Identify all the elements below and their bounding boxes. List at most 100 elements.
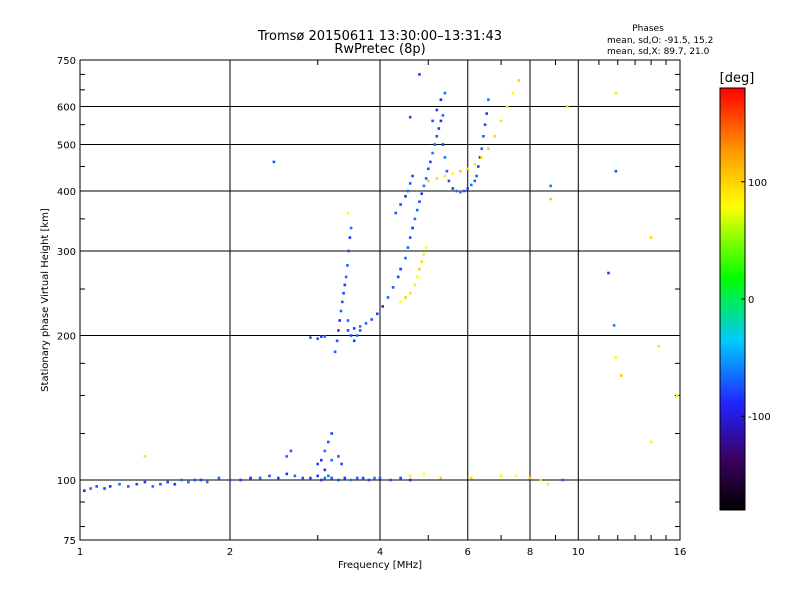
data-point (480, 156, 483, 159)
data-point (451, 172, 455, 175)
data-point (399, 300, 402, 304)
data-point (427, 167, 430, 171)
data-point (418, 73, 421, 76)
data-point (649, 440, 653, 444)
data-point (389, 478, 392, 482)
data-point (316, 474, 319, 478)
data-point (309, 336, 312, 339)
data-point (459, 169, 462, 173)
data-point (499, 474, 503, 478)
y-tick-label: 500 (57, 141, 76, 152)
data-point (352, 327, 356, 330)
data-point (367, 478, 371, 482)
data-point (199, 478, 203, 482)
data-point (320, 458, 323, 462)
colorbar-label: [deg] (720, 71, 755, 86)
data-point (408, 115, 412, 119)
data-point (549, 184, 552, 188)
data-point (435, 177, 439, 180)
x-tick-label: 16 (674, 547, 687, 558)
data-point (370, 318, 373, 321)
y-axis-label: Stationary phase Virtual Height [km] (40, 208, 51, 392)
data-point (433, 143, 436, 146)
data-point (349, 226, 353, 230)
x-tick-label: 2 (227, 547, 233, 558)
data-point (443, 91, 447, 95)
data-point (427, 179, 430, 183)
grid-layer (80, 60, 680, 540)
data-point (411, 226, 414, 230)
data-point (187, 480, 190, 484)
data-point (415, 208, 419, 212)
data-point (466, 167, 469, 171)
colorbar-tick-label: 0 (748, 295, 754, 306)
data-point (335, 339, 339, 343)
data-point (358, 325, 362, 328)
data-point (435, 108, 439, 112)
data-point (565, 105, 569, 108)
data-point (355, 476, 359, 480)
data-point (408, 478, 412, 482)
data-point (620, 374, 623, 377)
data-point (487, 98, 490, 101)
data-point (470, 183, 473, 187)
phase-stats-x: mean, sd,X: 89.7, 21.0 (607, 47, 710, 57)
data-point (614, 356, 618, 359)
data-point (320, 478, 323, 482)
data-point (316, 462, 319, 466)
data-point (173, 482, 177, 486)
data-point (549, 197, 552, 201)
x-tick-labels: 1 2 4 6 8 10 16 (77, 547, 687, 558)
data-point (301, 476, 305, 480)
y-tick-label: 200 (57, 332, 76, 343)
data-point (349, 478, 353, 482)
data-point (343, 283, 347, 287)
data-point (406, 246, 410, 249)
data-point (89, 487, 92, 490)
data-point (441, 143, 445, 146)
data-point (649, 236, 653, 239)
data-point (441, 114, 445, 117)
data-point (422, 253, 426, 256)
data-point (239, 478, 242, 482)
data-point (272, 160, 276, 164)
data-point (348, 236, 352, 239)
data-point (340, 462, 343, 466)
data-point (408, 291, 412, 295)
data-point (459, 190, 462, 194)
data-point (327, 474, 330, 478)
data-point (657, 344, 660, 348)
y-tick-label: 400 (57, 187, 76, 198)
data-point (451, 187, 455, 190)
data-point (166, 480, 169, 484)
y-tick-labels: 75 100 200 300 400 500 600 750 (57, 56, 76, 547)
data-point (561, 478, 564, 482)
data-point (424, 177, 428, 180)
data-point (151, 485, 155, 488)
data-point (394, 211, 397, 215)
data-point (478, 156, 482, 159)
data-point (539, 478, 542, 482)
data-point (127, 485, 130, 488)
data-point (330, 432, 333, 435)
data-point (447, 179, 451, 183)
data-point (249, 476, 252, 480)
data-point (422, 472, 426, 476)
data-point (676, 394, 679, 397)
data-point (455, 189, 458, 193)
data-point (323, 476, 327, 480)
data-point (612, 324, 616, 327)
data-point (339, 309, 343, 313)
data-point (411, 174, 414, 178)
data-point (439, 119, 443, 123)
data-point (346, 264, 349, 267)
data-point (487, 147, 490, 150)
data-point (103, 487, 106, 490)
data-point (528, 476, 532, 480)
data-point (466, 187, 469, 190)
data-point (439, 98, 443, 101)
data-point (546, 482, 550, 486)
data-point (323, 468, 327, 472)
data-point (499, 119, 503, 123)
